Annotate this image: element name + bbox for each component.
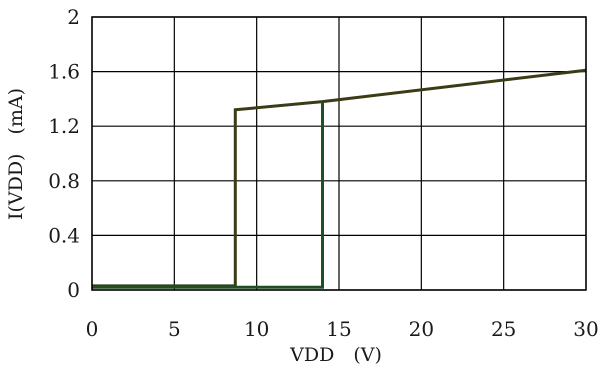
y-tick-label: 0.8: [48, 169, 80, 193]
x-tick-label: 5: [168, 317, 181, 341]
x-tick-label: 15: [326, 317, 351, 341]
x-tick-label: 10: [244, 317, 269, 341]
series-group: [92, 68, 587, 289]
y-tick-label: 0.4: [48, 223, 80, 247]
x-axis-title: VDD (V): [289, 344, 382, 366]
y-tick-labels: 0 0.4 0.8 1.2 1.6 2: [48, 5, 80, 302]
y-tick-label: 2: [67, 5, 80, 29]
x-tick-label: 25: [491, 317, 516, 341]
x-tick-labels: 0 5 10 15 20 25 30: [86, 317, 599, 341]
x-tick-label: 0: [86, 317, 99, 341]
plot-frame: [91, 16, 587, 291]
y-tick-label: 1.6: [48, 60, 80, 84]
y-tick-label: 0: [67, 278, 80, 302]
y-tick-label: 1.2: [48, 114, 80, 138]
x-tick-label: 30: [573, 317, 598, 341]
series-line-2: [92, 101, 324, 289]
grid: [91, 16, 587, 291]
y-axis-title: I(VDD) (mA): [5, 88, 27, 220]
x-tick-label: 20: [409, 317, 434, 341]
